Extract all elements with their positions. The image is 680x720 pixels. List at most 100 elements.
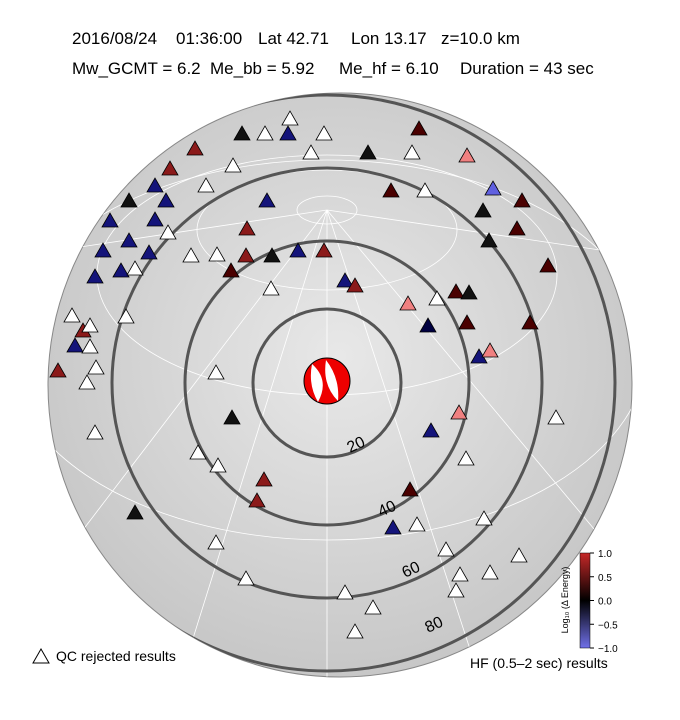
station (359, 144, 377, 160)
station (458, 314, 476, 330)
station (209, 457, 227, 473)
station (189, 444, 207, 460)
station (159, 224, 177, 240)
colorbar-tick-label: 0.5 (598, 573, 612, 584)
time: 01:36:00 (176, 29, 242, 48)
station (248, 492, 266, 508)
station (451, 566, 469, 582)
station (101, 212, 119, 228)
station (521, 314, 539, 330)
beachball (303, 357, 351, 405)
station (120, 192, 138, 208)
station (157, 192, 175, 208)
station (364, 599, 382, 615)
station (237, 570, 255, 586)
station (384, 519, 402, 535)
colorbar-tick-label: −1.0 (598, 644, 618, 655)
distance-rings (48, 93, 617, 673)
station (437, 541, 455, 557)
station (460, 284, 478, 300)
date: 2016/08/24 (72, 29, 157, 48)
station (86, 424, 104, 440)
station (484, 180, 502, 196)
distance-label: 60 (400, 559, 423, 582)
station (86, 268, 104, 284)
me-bb: Me_bb = 5.92 (210, 59, 314, 78)
station (447, 582, 465, 598)
legend-band: HF (0.5–2 sec) results (470, 655, 608, 671)
station (140, 244, 158, 260)
station (207, 364, 225, 380)
station (458, 147, 476, 163)
station (279, 125, 297, 141)
me-hf: Me_hf = 6.10 (339, 59, 439, 78)
station (263, 247, 281, 263)
station (262, 280, 280, 296)
station (126, 504, 144, 520)
station (475, 510, 493, 526)
colorbar-label: Log₁₀ (Δ Energy) (560, 567, 570, 634)
colorbar (579, 552, 591, 649)
station (450, 404, 468, 420)
station (117, 308, 135, 324)
station (447, 283, 465, 299)
station (256, 125, 274, 141)
colorbar-tick-label: 1.0 (598, 549, 612, 560)
station (281, 110, 299, 126)
station (547, 409, 565, 425)
station (513, 192, 531, 208)
lat: Lat 42.71 (258, 29, 329, 48)
station (224, 157, 242, 173)
station (120, 232, 138, 248)
station (315, 242, 333, 258)
station (336, 272, 354, 288)
station (480, 232, 498, 248)
distance-label: 20 (345, 434, 368, 457)
station (146, 211, 164, 227)
station (112, 262, 130, 278)
station (146, 177, 164, 193)
distance-label: 80 (423, 614, 446, 637)
station (223, 409, 241, 425)
depth: z=10.0 km (441, 29, 520, 48)
station (336, 584, 354, 600)
station (258, 192, 276, 208)
station (81, 338, 99, 354)
station (401, 481, 419, 497)
station (416, 182, 434, 198)
station (382, 182, 400, 198)
distance-label: 40 (376, 498, 399, 521)
station (49, 362, 67, 378)
duration: Duration = 43 sec (460, 59, 594, 78)
colorbar-tick-label: −0.5 (598, 620, 618, 631)
station (207, 534, 225, 550)
station (237, 247, 255, 263)
station (474, 202, 492, 218)
station (66, 337, 84, 353)
legend-symbol (32, 647, 50, 664)
station (510, 547, 528, 563)
station (457, 450, 475, 466)
station (428, 290, 446, 306)
station (302, 144, 320, 160)
station (508, 220, 526, 236)
station (399, 295, 417, 311)
station (161, 160, 179, 176)
station (233, 125, 251, 141)
station (481, 342, 499, 358)
station (238, 220, 256, 236)
station (186, 140, 204, 156)
station (222, 262, 240, 278)
station (408, 516, 426, 532)
station (182, 247, 200, 263)
station (81, 317, 99, 333)
station (346, 623, 364, 639)
graticule (48, 154, 632, 677)
station (346, 277, 364, 293)
station (63, 307, 81, 323)
mw: Mw_GCMT = 6.2 (72, 59, 201, 78)
station (87, 359, 105, 375)
station (422, 422, 440, 438)
